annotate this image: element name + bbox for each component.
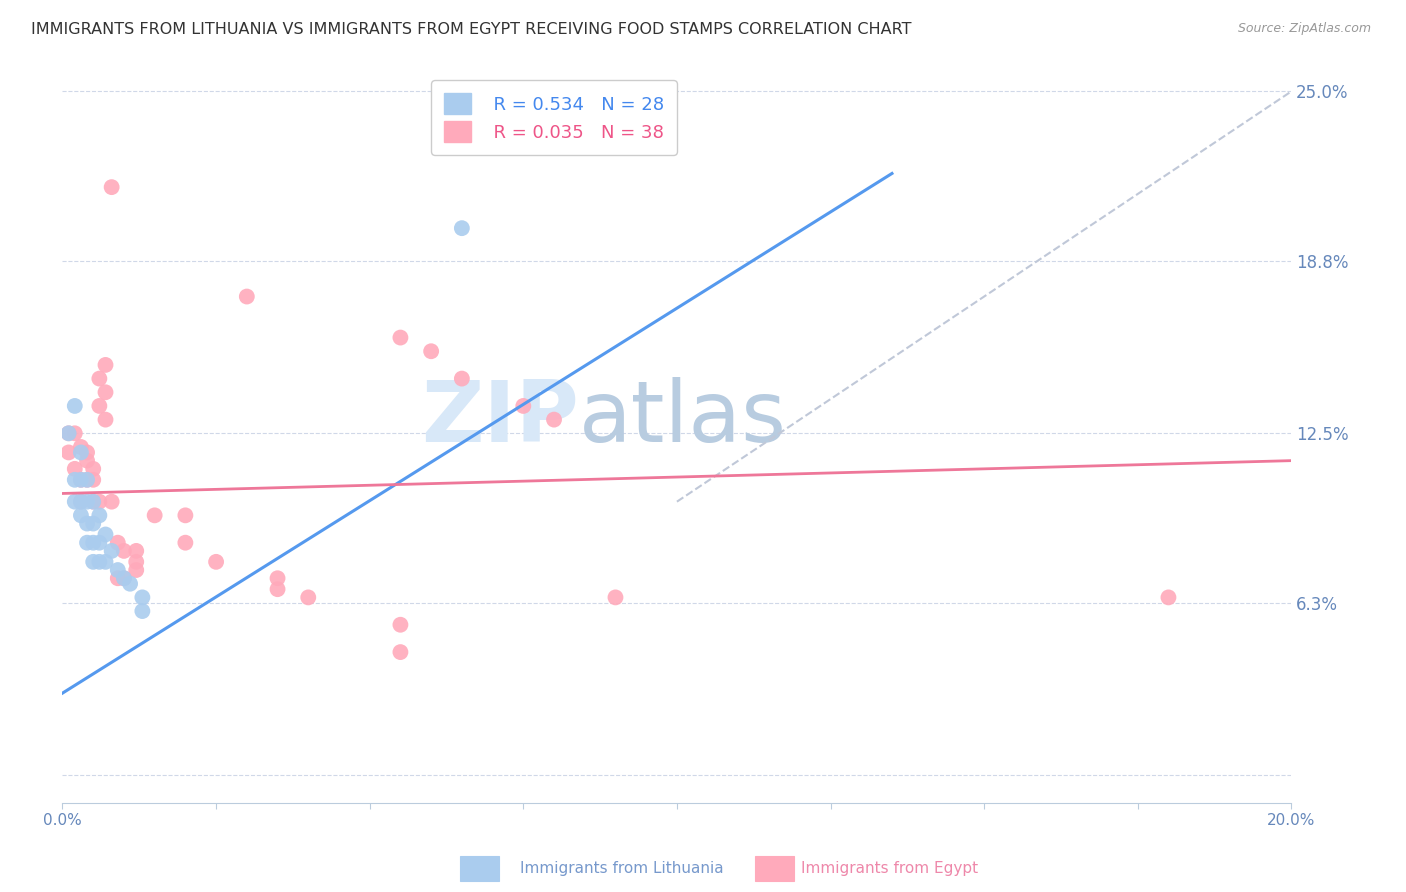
Point bbox=[100, 494, 122, 508]
Point bbox=[389, 645, 412, 659]
Text: ZIP: ZIP bbox=[420, 377, 579, 460]
Point bbox=[605, 591, 627, 605]
Point bbox=[1157, 591, 1180, 605]
Point bbox=[63, 494, 86, 508]
Point bbox=[63, 473, 86, 487]
Point bbox=[107, 571, 129, 585]
Point bbox=[94, 412, 117, 426]
Point bbox=[107, 535, 129, 549]
Point bbox=[76, 494, 98, 508]
Point bbox=[82, 494, 104, 508]
Point bbox=[125, 544, 148, 558]
Point bbox=[450, 371, 472, 385]
Point bbox=[63, 426, 86, 441]
Text: Immigrants from Lithuania: Immigrants from Lithuania bbox=[520, 862, 724, 876]
Point bbox=[174, 508, 197, 523]
Point bbox=[70, 494, 93, 508]
Point bbox=[112, 571, 135, 585]
Point bbox=[76, 453, 98, 467]
Point bbox=[63, 399, 86, 413]
Point bbox=[120, 576, 142, 591]
Text: atlas: atlas bbox=[579, 377, 786, 460]
Point bbox=[143, 508, 166, 523]
Point bbox=[89, 555, 111, 569]
Point bbox=[94, 555, 117, 569]
Point bbox=[76, 516, 98, 531]
Point bbox=[512, 399, 534, 413]
Point bbox=[82, 555, 104, 569]
Point bbox=[389, 617, 412, 632]
Point bbox=[82, 494, 104, 508]
Point bbox=[70, 445, 93, 459]
Point bbox=[389, 330, 412, 344]
Point bbox=[82, 473, 104, 487]
Point bbox=[125, 555, 148, 569]
Point bbox=[89, 508, 111, 523]
Point bbox=[131, 604, 153, 618]
Point bbox=[76, 445, 98, 459]
Point bbox=[76, 473, 98, 487]
Point bbox=[82, 535, 104, 549]
Point bbox=[543, 412, 565, 426]
Point bbox=[58, 426, 80, 441]
Point bbox=[236, 289, 259, 303]
Point bbox=[89, 494, 111, 508]
Point bbox=[89, 535, 111, 549]
Point bbox=[297, 591, 319, 605]
Point bbox=[450, 221, 472, 235]
Point bbox=[70, 473, 93, 487]
Legend:   R = 0.534   N = 28,   R = 0.035   N = 38: R = 0.534 N = 28, R = 0.035 N = 38 bbox=[432, 80, 676, 154]
Point bbox=[70, 473, 93, 487]
Point bbox=[107, 563, 129, 577]
Point bbox=[131, 591, 153, 605]
Text: Immigrants from Egypt: Immigrants from Egypt bbox=[801, 862, 979, 876]
Point bbox=[266, 571, 288, 585]
Point bbox=[58, 426, 80, 441]
Point bbox=[420, 344, 443, 359]
Point bbox=[89, 399, 111, 413]
Point bbox=[94, 385, 117, 400]
Point bbox=[112, 571, 135, 585]
Point bbox=[100, 544, 122, 558]
Point bbox=[174, 535, 197, 549]
Text: IMMIGRANTS FROM LITHUANIA VS IMMIGRANTS FROM EGYPT RECEIVING FOOD STAMPS CORRELA: IMMIGRANTS FROM LITHUANIA VS IMMIGRANTS … bbox=[31, 22, 911, 37]
Text: Source: ZipAtlas.com: Source: ZipAtlas.com bbox=[1237, 22, 1371, 36]
Point bbox=[76, 473, 98, 487]
Point bbox=[58, 445, 80, 459]
Point bbox=[94, 527, 117, 541]
Point bbox=[266, 582, 288, 597]
Point bbox=[76, 535, 98, 549]
Point bbox=[205, 555, 228, 569]
Point bbox=[112, 544, 135, 558]
Point bbox=[70, 440, 93, 454]
Point bbox=[63, 462, 86, 476]
Point bbox=[82, 516, 104, 531]
Point bbox=[100, 180, 122, 194]
Point bbox=[94, 358, 117, 372]
Point bbox=[70, 508, 93, 523]
Point bbox=[125, 563, 148, 577]
Point bbox=[82, 462, 104, 476]
Point bbox=[70, 494, 93, 508]
Point bbox=[89, 371, 111, 385]
